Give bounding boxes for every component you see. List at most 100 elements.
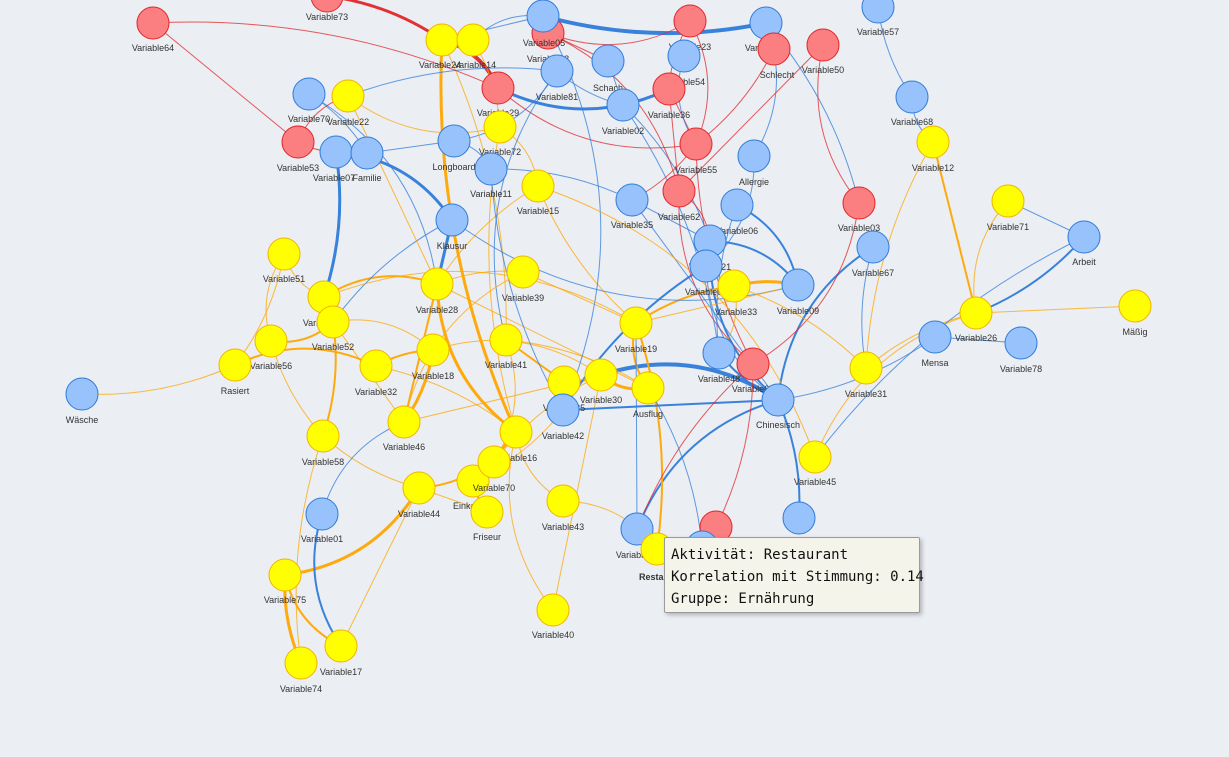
node-label: Variable73 bbox=[306, 12, 348, 22]
node-variable57[interactable] bbox=[861, 0, 895, 24]
node-variable28[interactable] bbox=[420, 267, 454, 301]
node-variable09[interactable] bbox=[781, 268, 815, 302]
node-ausflug[interactable] bbox=[631, 371, 665, 405]
node-variable55[interactable] bbox=[679, 127, 713, 161]
node-variable78[interactable] bbox=[1004, 326, 1038, 360]
edge bbox=[542, 14, 767, 36]
node-variable58[interactable] bbox=[306, 419, 340, 453]
node-variable56[interactable] bbox=[254, 324, 288, 358]
node-arbeit[interactable] bbox=[1067, 220, 1101, 254]
node-label: Variable19 bbox=[615, 344, 657, 354]
node-variable68[interactable] bbox=[895, 80, 929, 114]
edge bbox=[347, 95, 501, 134]
node-variable73[interactable] bbox=[310, 0, 344, 13]
edge bbox=[973, 200, 1009, 314]
node-variable42[interactable] bbox=[546, 393, 580, 427]
node-label: Variable72 bbox=[479, 147, 521, 157]
node-variable25[interactable] bbox=[547, 365, 581, 399]
node-variable06[interactable] bbox=[720, 188, 754, 222]
node-variable30[interactable] bbox=[584, 358, 618, 392]
node-label: Variable81 bbox=[536, 92, 578, 102]
node-variable64[interactable] bbox=[136, 6, 170, 40]
node-variable41[interactable] bbox=[489, 323, 523, 357]
node-variable50[interactable] bbox=[806, 28, 840, 62]
node-klausur[interactable] bbox=[435, 203, 469, 237]
node-variable16[interactable] bbox=[499, 415, 533, 449]
node-variable44[interactable] bbox=[402, 471, 436, 505]
node-variable12[interactable] bbox=[916, 125, 950, 159]
node-rasiert[interactable] bbox=[218, 348, 252, 382]
node-label: Variable16 bbox=[495, 453, 537, 463]
node-variable81[interactable] bbox=[540, 54, 574, 88]
node-variable19[interactable] bbox=[619, 306, 653, 340]
node-variable11[interactable] bbox=[474, 152, 508, 186]
node-variable48[interactable] bbox=[702, 336, 736, 370]
node-variable32[interactable] bbox=[359, 349, 393, 383]
node-wäsche[interactable] bbox=[65, 377, 99, 411]
node-variable51[interactable] bbox=[267, 237, 301, 271]
node-variable46[interactable] bbox=[387, 405, 421, 439]
node-variable17[interactable] bbox=[324, 629, 358, 663]
edge bbox=[716, 204, 738, 354]
node-variable70[interactable] bbox=[292, 77, 326, 111]
node-variable07[interactable] bbox=[319, 135, 353, 169]
node-label: Familie bbox=[352, 173, 381, 183]
nodes-layer: Variable64Variable73Variable05Variable23… bbox=[65, 0, 1152, 694]
edge bbox=[636, 363, 754, 530]
node-variable43[interactable] bbox=[546, 484, 580, 518]
node-einkaufen[interactable] bbox=[456, 464, 490, 498]
node-variable59[interactable] bbox=[620, 512, 654, 546]
node-chinesisch[interactable] bbox=[761, 383, 795, 417]
node-longboard[interactable] bbox=[437, 124, 471, 158]
node-variable22[interactable] bbox=[331, 79, 365, 113]
node-mensa[interactable] bbox=[918, 320, 952, 354]
node-variable62[interactable] bbox=[662, 174, 696, 208]
node-allergie[interactable] bbox=[737, 139, 771, 173]
node-variable72[interactable] bbox=[483, 110, 517, 144]
node-variable38[interactable] bbox=[526, 0, 560, 33]
node-variable70b[interactable] bbox=[477, 445, 511, 479]
node-variable36[interactable] bbox=[652, 72, 686, 106]
node-mäßig[interactable] bbox=[1118, 289, 1152, 323]
node-variable02[interactable] bbox=[606, 88, 640, 122]
node-label: Variable18 bbox=[412, 371, 454, 381]
node-variable67[interactable] bbox=[856, 230, 890, 264]
node-variable54[interactable] bbox=[667, 39, 701, 73]
node-variable18[interactable] bbox=[416, 333, 450, 367]
node-variable04[interactable] bbox=[689, 249, 723, 283]
node-variable40[interactable] bbox=[536, 593, 570, 627]
edge bbox=[537, 185, 816, 458]
node-label: Variable04 bbox=[685, 287, 727, 297]
node-schach[interactable] bbox=[591, 44, 625, 78]
node-variableb[interactable] bbox=[782, 501, 816, 535]
node-variable35[interactable] bbox=[615, 183, 649, 217]
node-variable26[interactable] bbox=[959, 296, 993, 330]
node-friseur[interactable] bbox=[470, 495, 504, 529]
node-variable01[interactable] bbox=[305, 497, 339, 531]
node-variable24[interactable] bbox=[425, 23, 459, 57]
node-variable52[interactable] bbox=[316, 305, 350, 339]
node-familie[interactable] bbox=[350, 136, 384, 170]
node-variable53[interactable] bbox=[281, 125, 315, 159]
node-variable63[interactable] bbox=[736, 347, 770, 381]
node-variable39[interactable] bbox=[506, 255, 540, 289]
node-variable45[interactable] bbox=[798, 440, 832, 474]
node-variable23[interactable] bbox=[673, 4, 707, 38]
node-label: Variable22 bbox=[327, 117, 369, 127]
node-label: Chinesisch bbox=[756, 420, 800, 430]
node-label: Variable02 bbox=[602, 126, 644, 136]
node-variable75[interactable] bbox=[268, 558, 302, 592]
node-schlecht[interactable] bbox=[757, 32, 791, 66]
node-variable14[interactable] bbox=[456, 23, 490, 57]
node-variable74[interactable] bbox=[284, 646, 318, 680]
edge bbox=[733, 285, 867, 369]
node-variable15[interactable] bbox=[521, 169, 555, 203]
node-variable31[interactable] bbox=[849, 351, 883, 385]
node-variable03[interactable] bbox=[842, 186, 876, 220]
node-variable71[interactable] bbox=[991, 184, 1025, 218]
node-label: Variable53 bbox=[277, 163, 319, 173]
node-variable33[interactable] bbox=[717, 269, 751, 303]
node-variable29[interactable] bbox=[481, 71, 515, 105]
node-label: Longboard bbox=[432, 162, 475, 172]
